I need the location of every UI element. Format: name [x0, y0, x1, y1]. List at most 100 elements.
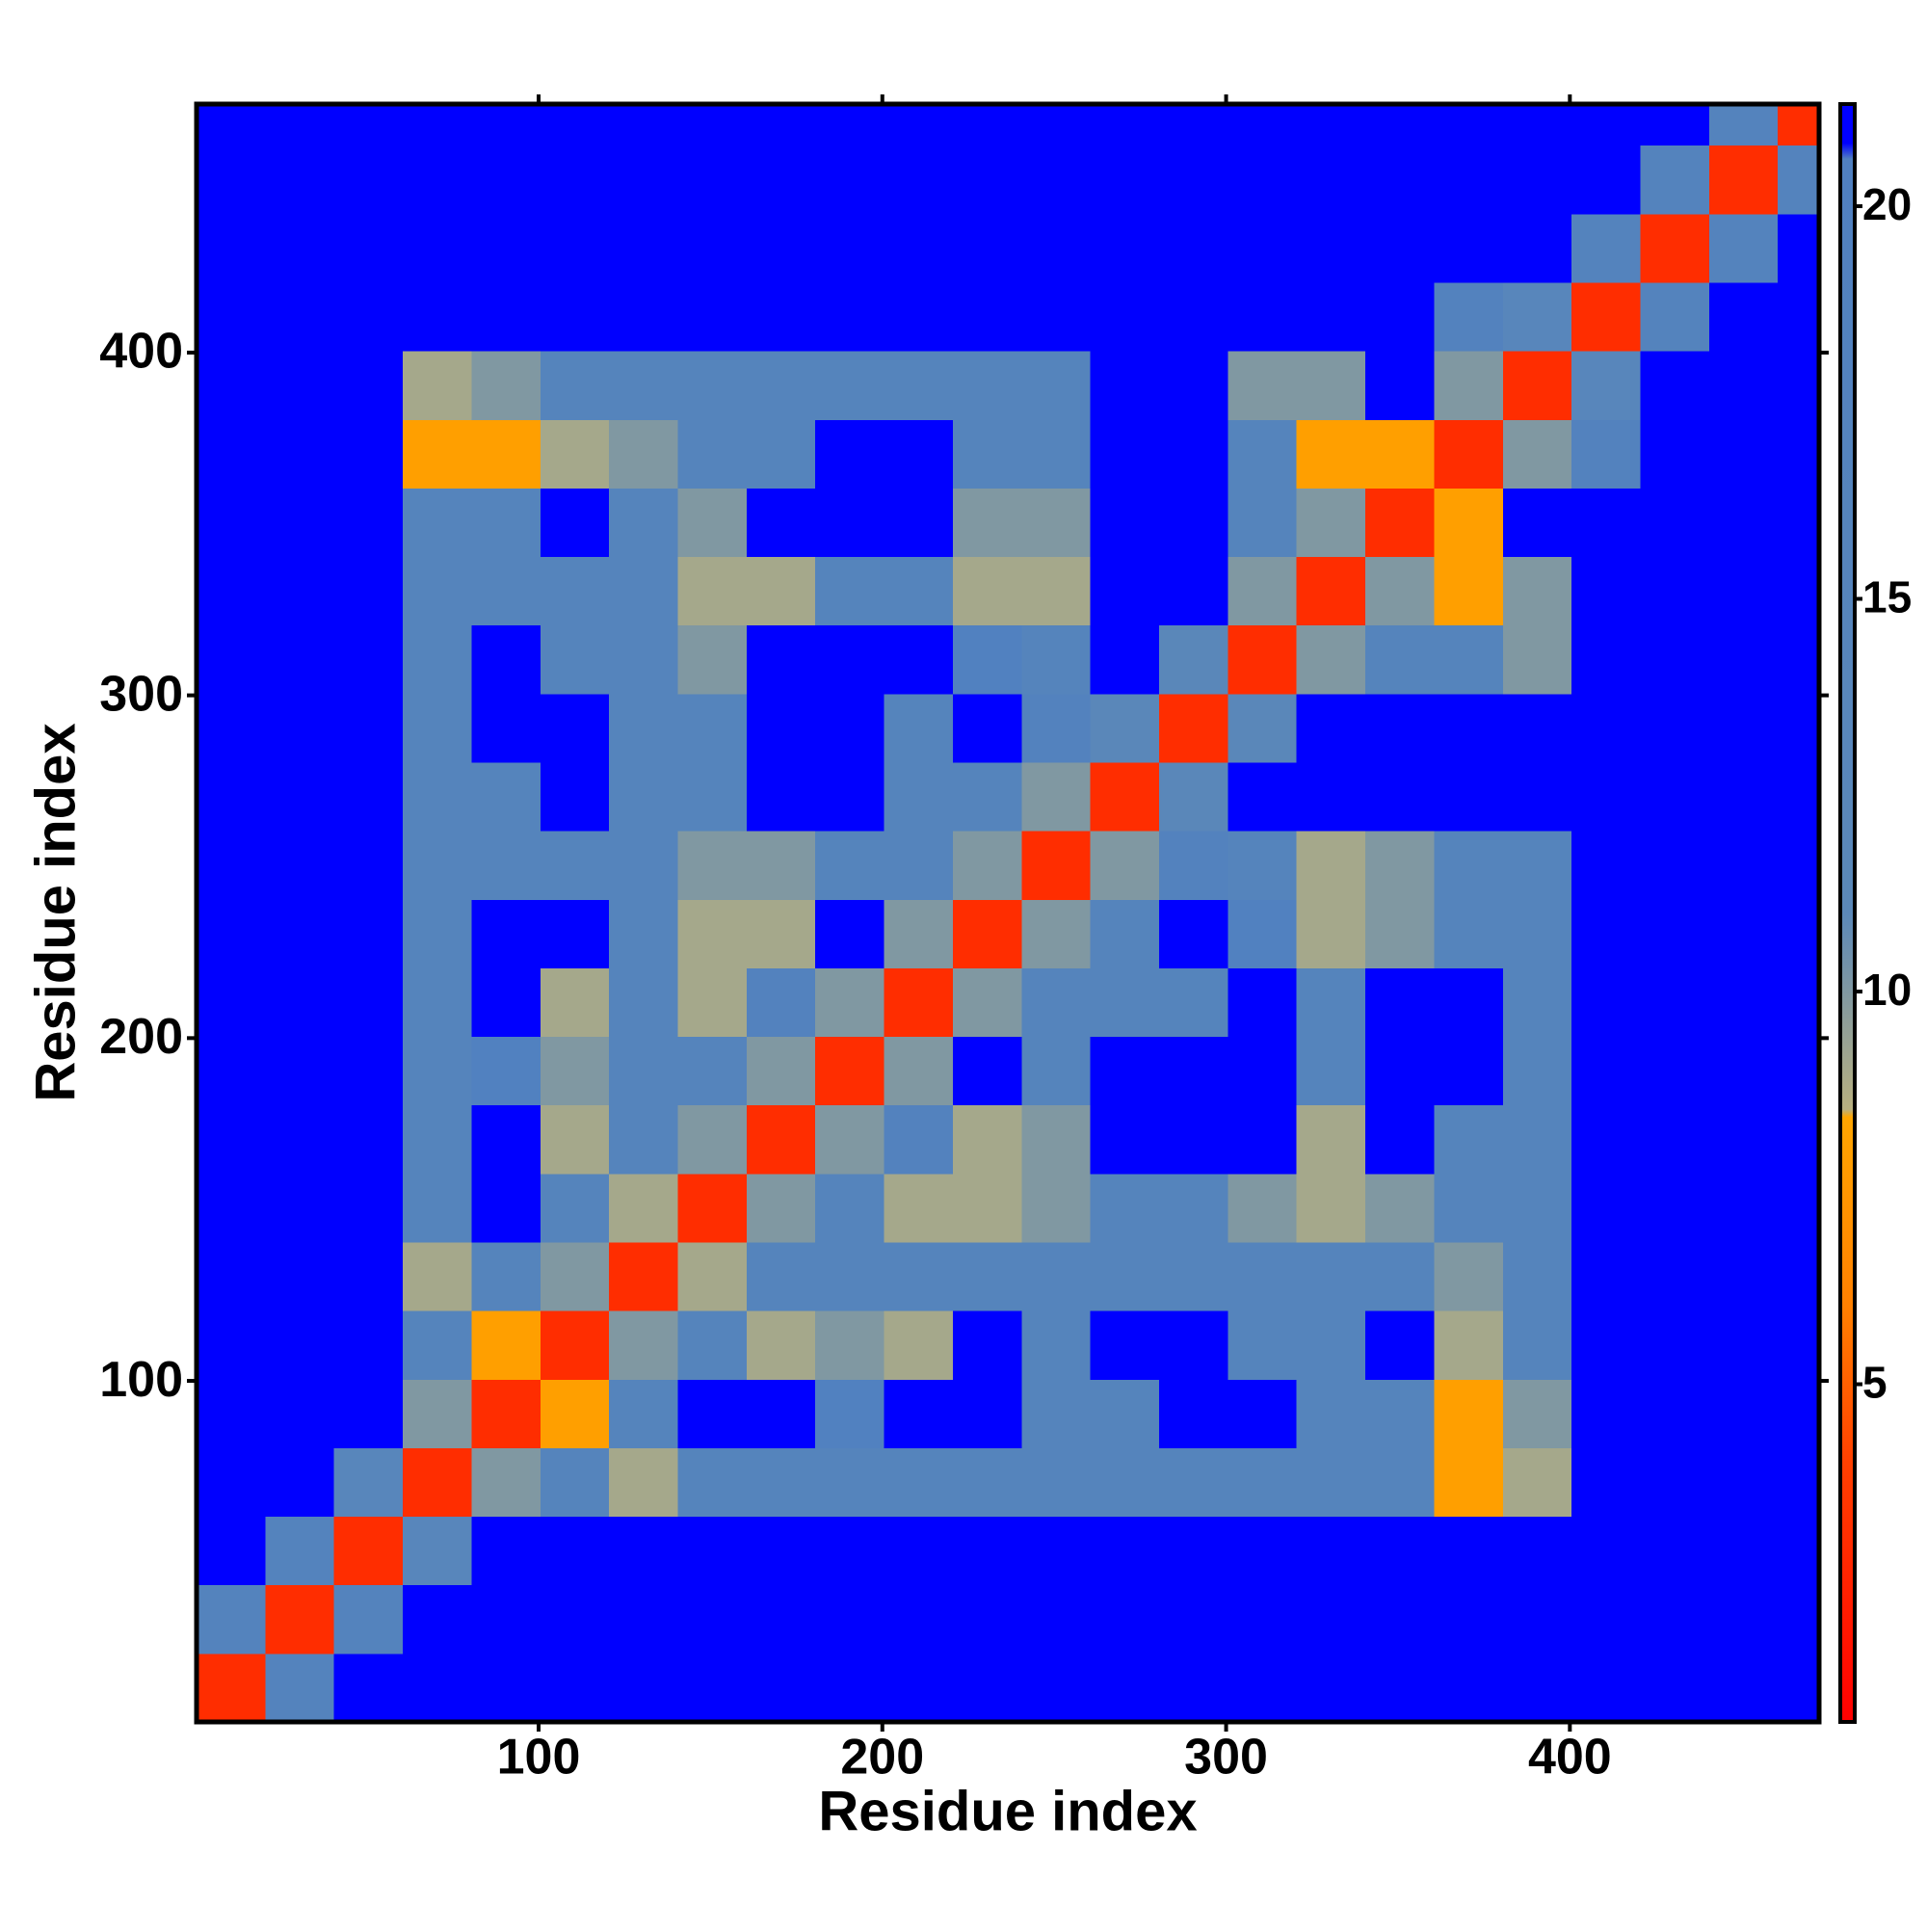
- heatmap-cell: [471, 419, 541, 489]
- heatmap-cell: [333, 1104, 404, 1175]
- heatmap-cell: [403, 899, 472, 968]
- heatmap-cell: [952, 1036, 1022, 1106]
- heatmap-cell: [1296, 351, 1366, 420]
- heatmap-cell: [677, 1173, 748, 1243]
- heatmap-cell: [1021, 556, 1092, 626]
- heatmap-cell: [1227, 281, 1298, 352]
- heatmap-cell: [1778, 145, 1820, 215]
- heatmap-cell: [952, 1104, 1022, 1175]
- heatmap-cell: [265, 1379, 335, 1448]
- heatmap-cell: [746, 1379, 816, 1448]
- heatmap-cell: [815, 1653, 885, 1723]
- heatmap-cell: [1365, 624, 1435, 695]
- heatmap-cell: [1365, 556, 1435, 626]
- heatmap-cell: [1434, 351, 1504, 420]
- heatmap-cell: [540, 488, 610, 558]
- heatmap-cell: [1778, 556, 1820, 626]
- heatmap-cell: [197, 213, 266, 283]
- heatmap-cell: [746, 693, 816, 763]
- heatmap-cell: [1708, 899, 1779, 968]
- heatmap-cell: [1296, 693, 1366, 763]
- heatmap-cell: [471, 1516, 541, 1586]
- heatmap-cell: [1021, 1516, 1092, 1586]
- heatmap-cell: [677, 1447, 748, 1518]
- heatmap-cell: [540, 419, 610, 489]
- heatmap-cell: [815, 213, 885, 283]
- heatmap-cell: [746, 1241, 816, 1311]
- heatmap-cell: [1778, 1310, 1820, 1380]
- heatmap-cell: [677, 556, 748, 626]
- heatmap-cell: [677, 899, 748, 968]
- heatmap-cell: [952, 351, 1022, 420]
- heatmap-cell: [746, 899, 816, 968]
- heatmap-cell: [1778, 899, 1820, 968]
- heatmap-cell: [1640, 104, 1710, 146]
- heatmap-cell: [1158, 281, 1228, 352]
- heatmap-cell: [1640, 831, 1710, 900]
- heatmap-cell: [471, 761, 541, 832]
- heatmap-cell: [1090, 1653, 1160, 1723]
- heatmap-cell: [333, 1516, 404, 1586]
- heatmap-cell: [1502, 419, 1572, 489]
- heatmap-cell: [746, 351, 816, 420]
- heatmap-cell: [265, 1036, 335, 1106]
- heatmap-cell: [1365, 145, 1435, 215]
- heatmap-cell: [1296, 1104, 1366, 1175]
- heatmap-cell: [884, 145, 954, 215]
- heatmap-cell: [1571, 1653, 1641, 1723]
- heatmap-cell: [471, 1379, 541, 1448]
- heatmap-cell: [952, 213, 1022, 283]
- heatmap-cell: [884, 556, 954, 626]
- heatmap-cell: [609, 351, 678, 420]
- heatmap-cell: [815, 351, 885, 420]
- heatmap-cell: [815, 967, 885, 1038]
- heatmap-cell: [1778, 1036, 1820, 1106]
- heatmap-cell: [471, 693, 541, 763]
- heatmap-cell: [540, 1036, 610, 1106]
- heatmap-cell: [1296, 556, 1366, 626]
- heatmap-cell: [1158, 1310, 1228, 1380]
- heatmap-cell: [1571, 1173, 1641, 1243]
- heatmap-cell: [471, 967, 541, 1038]
- heatmap-cell: [609, 488, 678, 558]
- heatmap-cell: [1708, 693, 1779, 763]
- heatmap-cell: [1434, 1447, 1504, 1518]
- heatmap-cell: [1227, 1241, 1298, 1311]
- heatmap-cell: [1090, 419, 1160, 489]
- heatmap-cell: [1158, 1173, 1228, 1243]
- heatmap-cell: [1227, 556, 1298, 626]
- heatmap-cell: [1502, 1447, 1572, 1518]
- heatmap-cell: [1227, 1310, 1298, 1380]
- heatmap-cell: [1021, 624, 1092, 695]
- heatmap-cell: [1502, 967, 1572, 1038]
- heatmap-cell: [1021, 1241, 1092, 1311]
- heatmap-cell: [1778, 281, 1820, 352]
- heatmap-cell: [197, 281, 266, 352]
- heatmap-cell: [1296, 145, 1366, 215]
- heatmap-cell: [609, 831, 678, 900]
- heatmap-cell: [1021, 1653, 1092, 1723]
- heatmap-cell: [609, 1379, 678, 1448]
- heatmap-cell: [609, 1173, 678, 1243]
- heatmap-cell: [1365, 1516, 1435, 1586]
- heatmap-cell: [333, 213, 404, 283]
- heatmap-cell: [1296, 1173, 1366, 1243]
- heatmap-cell: [265, 104, 335, 146]
- x-tick-label: 400: [1528, 1730, 1612, 1786]
- heatmap-cell: [1434, 761, 1504, 832]
- heatmap-cell: [952, 761, 1022, 832]
- heatmap-cell: [1640, 1241, 1710, 1311]
- heatmap-cell: [265, 693, 335, 763]
- heatmap-cell: [884, 899, 954, 968]
- heatmap-cell: [609, 556, 678, 626]
- heatmap-cell: [677, 488, 748, 558]
- heatmap-cell: [884, 831, 954, 900]
- heatmap-cell: [609, 1310, 678, 1380]
- heatmap-cell: [1158, 1379, 1228, 1448]
- heatmap-cell: [1365, 1241, 1435, 1311]
- heatmap-cell: [1778, 1104, 1820, 1175]
- heatmap-cell: [746, 1036, 816, 1106]
- heatmap-cell: [1227, 967, 1298, 1038]
- heatmap-cell: [815, 145, 885, 215]
